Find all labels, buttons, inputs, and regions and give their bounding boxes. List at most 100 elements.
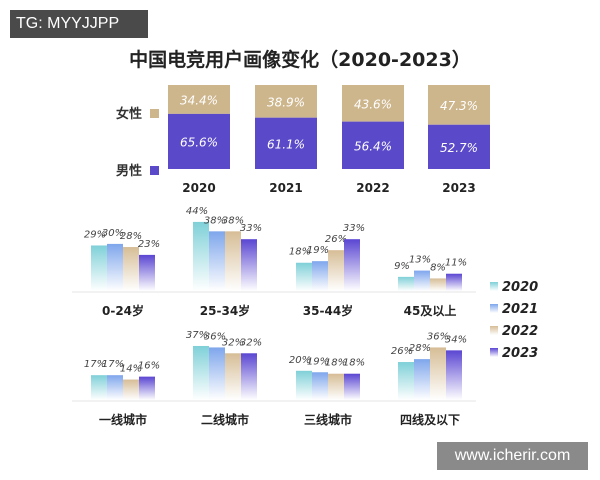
label-male-2021: 61.1% bbox=[267, 137, 305, 151]
age-label-35-44岁-2022: 26% bbox=[325, 234, 347, 245]
city-label-四线及以下-2022: 36% bbox=[427, 331, 449, 342]
label-female-2023: 47.3% bbox=[440, 99, 478, 113]
legend-swatch-2020 bbox=[490, 282, 498, 291]
city-bar-二线城市-2021 bbox=[209, 347, 225, 400]
age-label-25-34岁-2021: 38% bbox=[204, 215, 226, 226]
legend-2021: 2021 bbox=[502, 302, 538, 317]
bar-male-2021 bbox=[255, 117, 317, 169]
age-label-35-44岁-2021: 19% bbox=[307, 245, 329, 256]
age-label-45及以上-2022: 8% bbox=[430, 262, 446, 273]
city-label-一线城市-2023: 16% bbox=[138, 361, 160, 372]
age-xtick-0-24岁: 0-24岁 bbox=[102, 303, 144, 318]
city-label-三线城市-2022: 18% bbox=[325, 358, 347, 369]
city-bar-三线城市-2023 bbox=[344, 373, 360, 400]
watermark-top-left: TG: MYYJJPP bbox=[10, 10, 148, 38]
city-bar-三线城市-2020 bbox=[296, 370, 312, 400]
city-label-一线城市-2020: 17% bbox=[84, 359, 106, 370]
city-label-二线城市-2021: 36% bbox=[204, 331, 226, 342]
age-bar-35-44岁-2021 bbox=[312, 261, 328, 291]
age-label-25-34岁-2022: 38% bbox=[222, 215, 244, 226]
city-bar-三线城市-2021 bbox=[312, 372, 328, 400]
city-label-二线城市-2022: 32% bbox=[222, 337, 244, 348]
city-bar-二线城市-2022 bbox=[225, 353, 241, 400]
age-bar-0-24岁-2023 bbox=[139, 254, 155, 291]
age-label-45及以上-2020: 9% bbox=[394, 261, 410, 272]
city-bar-四线及以下-2021 bbox=[414, 359, 430, 400]
city-label-一线城市-2021: 17% bbox=[102, 359, 124, 370]
legend-female-swatch bbox=[150, 109, 159, 118]
label-female-2020: 34.4% bbox=[180, 93, 218, 107]
legend-female: 女性 bbox=[116, 106, 142, 122]
city-bar-四线及以下-2020 bbox=[398, 362, 414, 400]
age-label-0-24岁-2021: 30% bbox=[102, 228, 124, 239]
label-female-2021: 38.9% bbox=[267, 95, 305, 109]
bar-male-2022 bbox=[342, 121, 404, 169]
age-bar-35-44岁-2022 bbox=[328, 250, 344, 291]
city-bar-四线及以下-2023 bbox=[446, 350, 462, 400]
age-bar-35-44岁-2023 bbox=[344, 239, 360, 291]
city-bar-一线城市-2023 bbox=[139, 376, 155, 400]
age-bar-25-34岁-2021 bbox=[209, 231, 225, 291]
city-label-四线及以下-2021: 28% bbox=[409, 343, 431, 354]
legend-2023: 2023 bbox=[502, 346, 538, 361]
city-bar-四线及以下-2022 bbox=[430, 347, 446, 400]
xtick-2023: 2023 bbox=[442, 181, 475, 195]
label-female-2022: 43.6% bbox=[354, 97, 392, 111]
watermark-bottom-right: www.icherir.com bbox=[437, 442, 588, 470]
city-label-一线城市-2022: 14% bbox=[120, 364, 142, 375]
age-bar-35-44岁-2020 bbox=[296, 262, 312, 291]
city-label-三线城市-2020: 20% bbox=[289, 355, 311, 366]
city-label-二线城市-2023: 32% bbox=[240, 337, 262, 348]
city-bar-二线城市-2020 bbox=[193, 345, 209, 400]
legend-swatch-2021 bbox=[490, 304, 498, 313]
city-bar-一线城市-2022 bbox=[123, 379, 139, 400]
legend-male-swatch bbox=[150, 166, 159, 175]
age-label-45及以上-2021: 13% bbox=[409, 255, 431, 266]
age-bar-45及以上-2022 bbox=[430, 278, 446, 291]
age-bar-0-24岁-2020 bbox=[91, 245, 107, 291]
city-xtick-一线城市: 一线城市 bbox=[99, 412, 147, 427]
bar-female-2020 bbox=[168, 85, 230, 114]
legend-2022: 2022 bbox=[502, 324, 538, 339]
bar-female-2023 bbox=[428, 85, 490, 125]
age-label-0-24岁-2022: 28% bbox=[120, 231, 142, 242]
xtick-2020: 2020 bbox=[182, 181, 215, 195]
age-bar-25-34岁-2020 bbox=[193, 221, 209, 291]
city-label-四线及以下-2020: 26% bbox=[391, 346, 413, 357]
bar-male-2023 bbox=[428, 124, 490, 169]
age-label-35-44岁-2023: 33% bbox=[343, 223, 365, 234]
age-bar-45及以上-2023 bbox=[446, 273, 462, 291]
city-bar-一线城市-2021 bbox=[107, 375, 123, 400]
age-label-0-24岁-2023: 23% bbox=[138, 239, 160, 250]
chart-title: 中国电竞用户画像变化（2020-2023） bbox=[129, 48, 471, 71]
legend-2020: 2020 bbox=[502, 280, 538, 295]
city-bar-三线城市-2022 bbox=[328, 373, 344, 400]
label-male-2020: 65.6% bbox=[180, 135, 218, 149]
city-label-四线及以下-2023: 34% bbox=[445, 334, 467, 345]
age-label-45及以上-2023: 11% bbox=[445, 258, 467, 269]
bar-female-2022 bbox=[342, 85, 404, 122]
age-label-25-34岁-2020: 44% bbox=[186, 206, 208, 217]
age-label-0-24岁-2020: 29% bbox=[84, 229, 106, 240]
label-male-2022: 56.4% bbox=[354, 139, 392, 153]
city-bar-一线城市-2020 bbox=[91, 375, 107, 400]
xtick-2022: 2022 bbox=[356, 181, 389, 195]
label-male-2023: 52.7% bbox=[440, 141, 478, 155]
age-bar-25-34岁-2022 bbox=[225, 231, 241, 291]
legend-swatch-2022 bbox=[490, 326, 498, 335]
age-bar-45及以上-2020 bbox=[398, 276, 414, 291]
city-label-三线城市-2021: 19% bbox=[307, 356, 329, 367]
bar-female-2021 bbox=[255, 85, 317, 118]
age-bar-45及以上-2021 bbox=[414, 270, 430, 291]
city-label-三线城市-2023: 18% bbox=[343, 358, 365, 369]
city-bar-二线城市-2023 bbox=[241, 353, 257, 400]
age-xtick-25-34岁: 25-34岁 bbox=[200, 303, 250, 318]
age-xtick-35-44岁: 35-44岁 bbox=[303, 303, 353, 318]
age-bar-0-24岁-2021 bbox=[107, 243, 123, 291]
age-label-25-34岁-2023: 33% bbox=[240, 223, 262, 234]
city-xtick-四线及以下: 四线及以下 bbox=[400, 412, 460, 427]
age-bar-0-24岁-2022 bbox=[123, 247, 139, 291]
city-xtick-二线城市: 二线城市 bbox=[201, 412, 249, 427]
